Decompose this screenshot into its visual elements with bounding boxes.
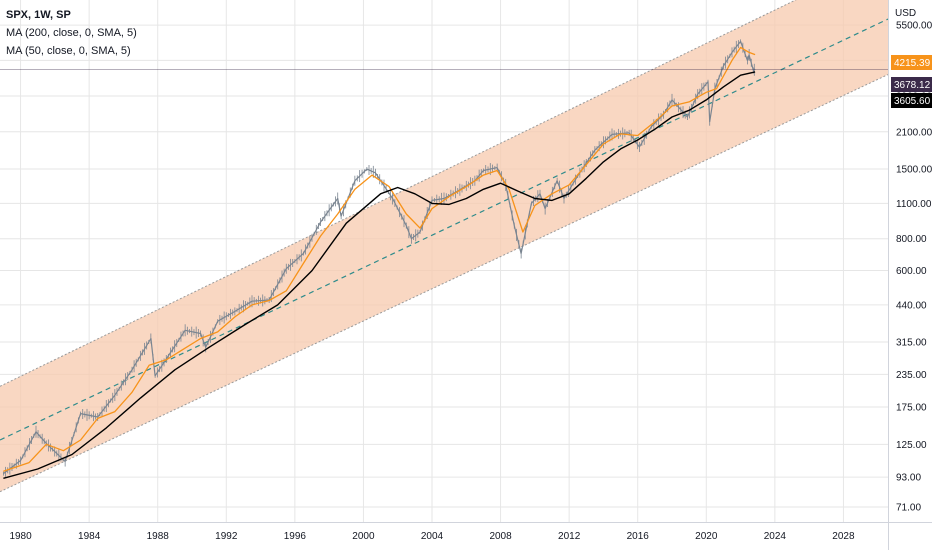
y-tick-label: 1100.00 bbox=[896, 199, 932, 210]
y-tick-label: 800.00 bbox=[896, 234, 927, 245]
legend-ma200[interactable]: MA (200, close, 0, SMA, 5) bbox=[6, 27, 137, 39]
currency-label: USD bbox=[895, 8, 916, 19]
x-tick-label: 2004 bbox=[421, 531, 444, 542]
ma50-line bbox=[3, 46, 756, 472]
x-tick-label: 1992 bbox=[215, 531, 238, 542]
legend-symbol[interactable]: SPX, 1W, SP bbox=[6, 9, 71, 21]
y-tick-label: 315.00 bbox=[896, 337, 927, 348]
x-tick-label: 2012 bbox=[558, 531, 581, 542]
price-tag-label: 4215.39 bbox=[894, 58, 931, 69]
time-axis[interactable]: 1980 1984 1988 1992 1996 2000 2004 2008 2012 2016… bbox=[9, 531, 855, 542]
legend-ma50[interactable]: MA (50, close, 0, SMA, 5) bbox=[6, 45, 131, 57]
x-tick-label: 2000 bbox=[352, 531, 375, 542]
x-tick-label: 2016 bbox=[627, 531, 650, 542]
channel-fill bbox=[0, 0, 888, 492]
y-tick-label: 600.00 bbox=[896, 266, 927, 277]
price-tag: 3605.60 bbox=[891, 93, 932, 108]
ma200-line bbox=[3, 71, 756, 479]
channel-upper-line bbox=[0, 0, 797, 387]
chart-legend: SPX, 1W, SP MA (200, close, 0, SMA, 5) M… bbox=[6, 6, 137, 60]
y-tick-label: 440.00 bbox=[896, 300, 927, 311]
x-tick-label: 2008 bbox=[489, 531, 512, 542]
y-tick-label: 2100.00 bbox=[896, 127, 932, 138]
x-tick-label: 1980 bbox=[9, 531, 32, 542]
price-axis[interactable]: 71.00 93.00 125.00 175.00 235.00 315.00 440.00… bbox=[896, 21, 932, 514]
y-tick-label: 71.00 bbox=[896, 502, 921, 513]
price-tag-label: 3678.12 bbox=[894, 80, 931, 91]
y-tick-label: 93.00 bbox=[896, 473, 921, 484]
x-tick-label: 1988 bbox=[147, 531, 170, 542]
channel-midline bbox=[0, 18, 888, 441]
x-tick-label: 2020 bbox=[695, 531, 718, 542]
price-tag: 4215.39 bbox=[891, 55, 932, 70]
x-tick-label: 1996 bbox=[284, 531, 307, 542]
channel-lower-line bbox=[0, 74, 888, 493]
price-tag-bg bbox=[891, 93, 932, 108]
x-tick-label: 2028 bbox=[832, 531, 855, 542]
price-tag-bg bbox=[891, 55, 932, 70]
x-tick-label: 2024 bbox=[764, 531, 787, 542]
price-tag-label: 3605.60 bbox=[894, 96, 931, 107]
y-tick-label: 175.00 bbox=[896, 403, 927, 414]
price-tags: 4215.39 3678.12 3605.60 bbox=[891, 55, 932, 108]
y-tick-label: 5500.00 bbox=[896, 21, 932, 32]
price-tag-bg bbox=[891, 77, 932, 92]
y-tick-label: 235.00 bbox=[896, 370, 927, 381]
series-group bbox=[3, 39, 756, 479]
price-tag: 3678.12 bbox=[891, 77, 932, 92]
x-tick-label: 1984 bbox=[78, 531, 101, 542]
y-tick-label: 1500.00 bbox=[896, 165, 932, 176]
y-tick-label: 125.00 bbox=[896, 440, 927, 451]
